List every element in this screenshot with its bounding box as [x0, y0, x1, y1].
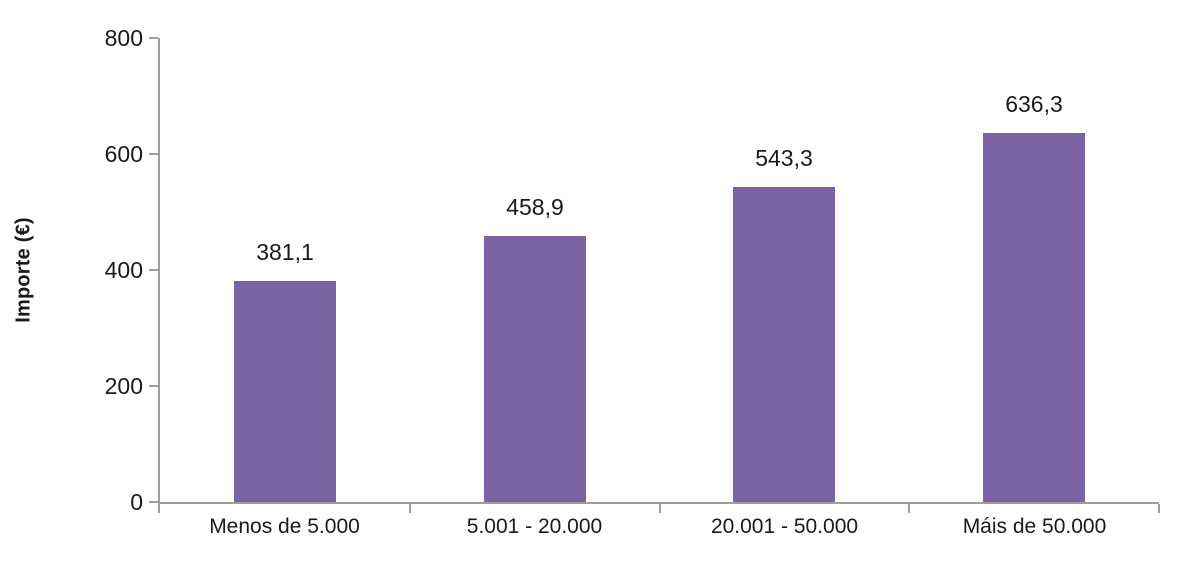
bar	[234, 281, 336, 502]
y-axis-tick-label: 200	[104, 373, 143, 399]
plot-area: 0 200 400 600 800 381,1 Menos de 5.000 458,9 5.0…	[105, 25, 1160, 538]
x-axis-tick-mark	[658, 504, 661, 513]
x-axis-tick-mark	[1158, 504, 1160, 513]
y-axis-tick-mark	[149, 269, 158, 271]
y-axis-tick-mark	[149, 37, 158, 39]
x-axis-tick-mark	[908, 504, 911, 513]
x-axis-category-label: 5.001 - 20.000	[466, 515, 603, 538]
y-axis-title: Importe (€)	[12, 217, 35, 323]
y-axis-line	[158, 38, 160, 504]
y-axis-tick-mark	[149, 501, 158, 503]
bar-value-label: 458,9	[506, 194, 564, 220]
bar	[484, 236, 586, 502]
bar	[733, 187, 835, 502]
y-axis-tick-label: 400	[104, 257, 143, 283]
x-axis-category-label: Menos de 5.000	[209, 515, 360, 538]
bar-value-label: 636,3	[1005, 91, 1063, 117]
bar-value-label: 381,1	[256, 239, 314, 265]
x-axis-tick-mark	[158, 504, 160, 513]
x-axis-line	[158, 502, 1159, 504]
y-axis-tick-label: 800	[104, 25, 143, 51]
bar	[983, 133, 1085, 502]
y-axis-tick-label: 0	[130, 489, 143, 515]
y-axis-tick-mark	[149, 385, 158, 387]
y-axis-tick-mark	[149, 153, 158, 155]
x-axis-category-label: Máis de 50.000	[962, 515, 1107, 538]
x-axis-category-label: 20.001 - 50.000	[710, 515, 859, 538]
bar-value-label: 543,3	[755, 145, 813, 171]
y-axis-tick-label: 600	[104, 141, 143, 167]
x-axis-tick-mark	[408, 504, 411, 513]
